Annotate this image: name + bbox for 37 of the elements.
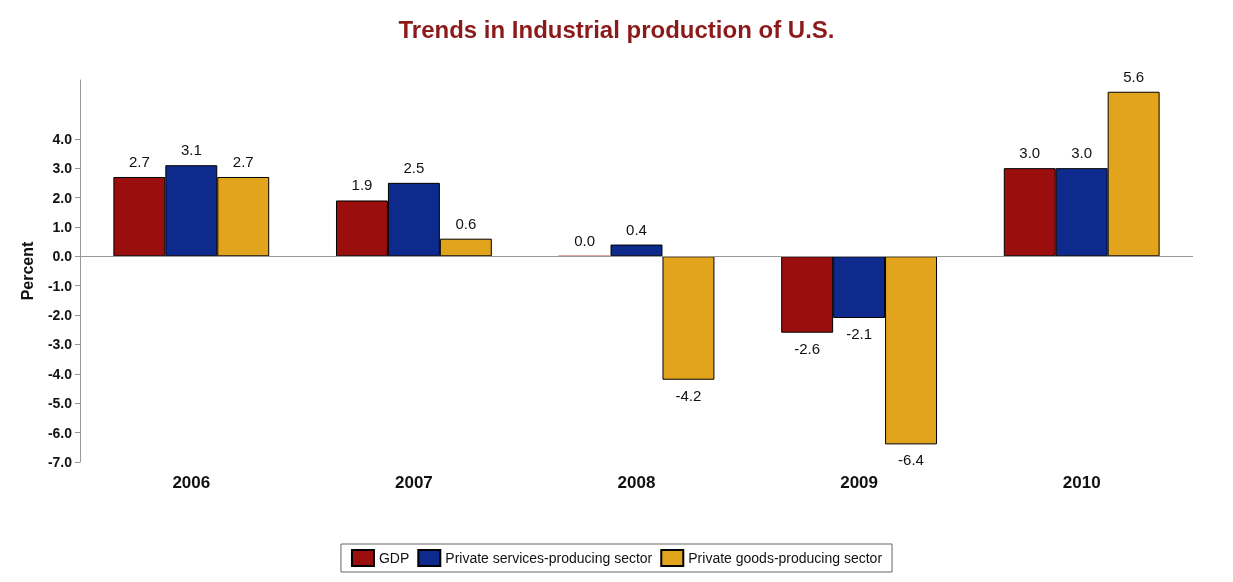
legend-label: GDP — [378, 550, 410, 566]
y-tick-label: -1.0 — [47, 277, 73, 294]
x-tick-label: 2009 — [840, 473, 879, 492]
x-tick-label: 2008 — [617, 473, 656, 492]
y-tick-label: -7.0 — [47, 454, 73, 470]
data-label: 3.0 — [1019, 144, 1041, 162]
data-label: -6.4 — [898, 451, 924, 469]
y-tick-label: 0.0 — [52, 248, 73, 265]
legend-label: Private goods-producing sector — [688, 550, 883, 566]
y-tick-label: -4.0 — [47, 365, 73, 382]
data-label: 0.6 — [455, 214, 477, 232]
data-label: -2.6 — [794, 339, 821, 357]
data-label: -2.1 — [846, 325, 873, 343]
y-axis-title: Percent — [18, 240, 36, 301]
y-tick-label: 3.0 — [52, 160, 73, 177]
chart-title: Trends in Industrial production of U.S. — [398, 15, 835, 43]
y-tick-label: -6.0 — [47, 424, 73, 441]
data-label: 3.0 — [1071, 144, 1093, 162]
x-tick-label: 2007 — [394, 473, 433, 492]
y-tick-label: -5.0 — [47, 395, 73, 412]
x-tick-label: 2010 — [1062, 473, 1101, 492]
data-label: 0.0 — [574, 231, 595, 249]
y-tick-label: -2.0 — [47, 307, 73, 324]
y-tick-label: -3.0 — [47, 336, 73, 353]
data-label: 3.1 — [180, 141, 202, 159]
y-tick-label: 4.0 — [52, 130, 73, 147]
y-tick-label: 1.0 — [52, 218, 73, 235]
data-label: -4.2 — [675, 386, 702, 404]
data-label: 2.7 — [232, 152, 254, 170]
x-tick-label: 2006 — [172, 473, 211, 492]
data-label: 5.6 — [1123, 67, 1145, 85]
data-label: 1.9 — [351, 176, 373, 194]
data-label: 0.4 — [626, 220, 647, 238]
data-label: 2.7 — [128, 152, 150, 170]
legend-label: Private services-producing sector — [445, 550, 653, 566]
data-label: 2.5 — [403, 158, 425, 176]
y-tick-label: 2.0 — [52, 189, 73, 206]
